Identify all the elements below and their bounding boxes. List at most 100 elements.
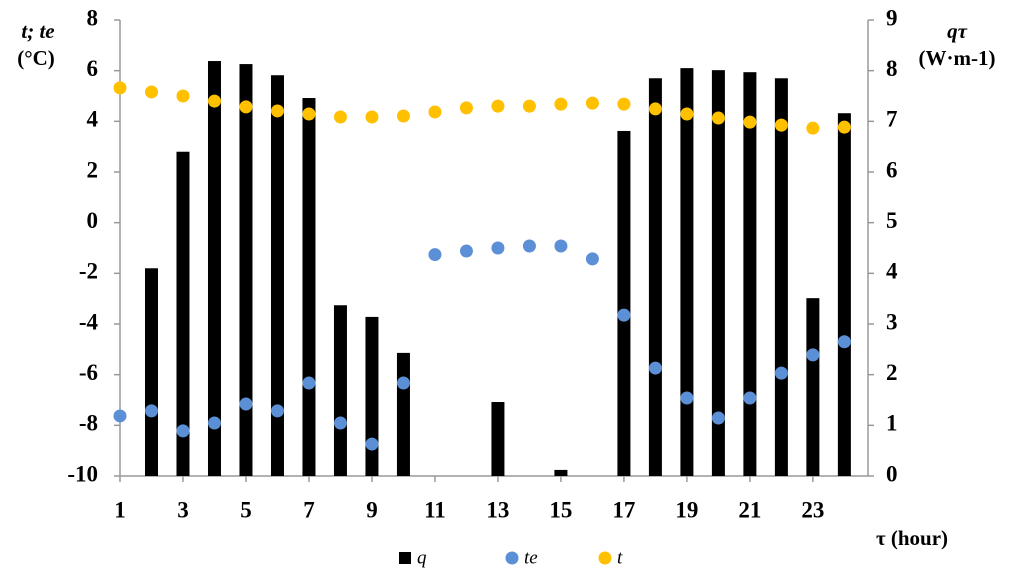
y-tick-label: -10: [67, 461, 98, 486]
x-tick-label: 13: [486, 497, 509, 522]
bar: [207, 61, 221, 476]
legend-label: q: [417, 547, 427, 568]
y-tick-label: 0: [87, 208, 99, 233]
point: [239, 397, 253, 411]
point: [144, 404, 158, 418]
x-tick-label: 5: [240, 497, 252, 522]
point: [585, 252, 599, 266]
point: [648, 361, 662, 375]
x-axis-label: τ (hour): [876, 526, 948, 550]
legend-label: te: [524, 547, 538, 568]
x-tick-label: 7: [303, 497, 315, 522]
x-tick-label: 3: [177, 497, 189, 522]
y2-tick-label: 1: [886, 411, 898, 436]
bar: [554, 469, 568, 476]
y2-axis-label: (W·m-1): [919, 46, 996, 70]
legend-swatch: [598, 551, 612, 565]
legend-swatch: [505, 551, 519, 565]
y-tick-label: 6: [87, 56, 99, 81]
x-tick-label: 11: [424, 497, 446, 522]
bar: [302, 98, 316, 476]
y-axis-label: (°C): [17, 46, 55, 70]
point: [176, 424, 190, 438]
point: [711, 411, 725, 425]
point: [428, 248, 442, 262]
y2-tick-label: 8: [886, 56, 898, 81]
point: [774, 118, 788, 132]
y2-tick-label: 5: [886, 208, 898, 233]
point: [333, 110, 347, 124]
y2-axis-label: qτ: [947, 19, 968, 43]
y2-tick-label: 4: [886, 259, 898, 284]
point: [459, 101, 473, 115]
point: [396, 109, 410, 123]
x-tick-label: 19: [675, 497, 698, 522]
bar: [365, 316, 379, 476]
point: [302, 107, 316, 121]
bar: [617, 130, 631, 476]
x-tick-label: 9: [366, 497, 378, 522]
point: [113, 409, 127, 423]
y2-tick-label: 9: [886, 5, 898, 30]
bar: [680, 68, 694, 476]
point: [554, 239, 568, 253]
point: [396, 376, 410, 390]
point: [270, 104, 284, 118]
point: [585, 96, 599, 110]
point: [365, 437, 379, 451]
point: [270, 404, 284, 418]
bar: [396, 352, 410, 476]
bar: [806, 298, 820, 476]
y-tick-label: -4: [79, 309, 99, 334]
y-tick-label: 4: [87, 107, 99, 132]
point: [176, 89, 190, 103]
x-tick-label: 1: [114, 497, 126, 522]
x-tick-label: 21: [738, 497, 761, 522]
point: [806, 348, 820, 362]
x-tick-label: 15: [549, 497, 572, 522]
point: [743, 391, 757, 405]
y-tick-label: -8: [79, 411, 98, 436]
point: [617, 308, 631, 322]
bar: [711, 70, 725, 476]
point: [743, 115, 757, 129]
legend-label: t: [617, 547, 623, 568]
point: [333, 416, 347, 430]
point: [459, 244, 473, 258]
bar: [176, 151, 190, 476]
point: [302, 376, 316, 390]
point: [554, 97, 568, 111]
y2-tick-label: 0: [886, 461, 898, 486]
point: [207, 416, 221, 430]
point: [617, 97, 631, 111]
point: [491, 241, 505, 255]
y2-tick-label: 7: [886, 107, 898, 132]
y2-tick-label: 2: [886, 360, 898, 385]
point: [774, 366, 788, 380]
bar: [648, 78, 662, 477]
x-tick-label: 23: [801, 497, 824, 522]
y-tick-label: 2: [87, 157, 99, 182]
point: [491, 99, 505, 113]
point: [806, 121, 820, 135]
point: [113, 81, 127, 95]
y2-tick-label: 6: [886, 157, 898, 182]
point: [144, 85, 158, 99]
point: [207, 94, 221, 108]
y-tick-label: 8: [87, 5, 99, 30]
point: [837, 335, 851, 349]
point: [365, 110, 379, 124]
bar: [743, 72, 757, 476]
point: [522, 239, 536, 253]
bar: [491, 402, 505, 476]
point: [648, 102, 662, 116]
bar: [144, 268, 158, 476]
bar: [333, 305, 347, 476]
bar: [774, 78, 788, 477]
point: [428, 105, 442, 119]
point: [680, 391, 694, 405]
y-tick-label: -2: [79, 259, 98, 284]
y-tick-label: -6: [79, 360, 98, 385]
bar: [270, 75, 284, 476]
